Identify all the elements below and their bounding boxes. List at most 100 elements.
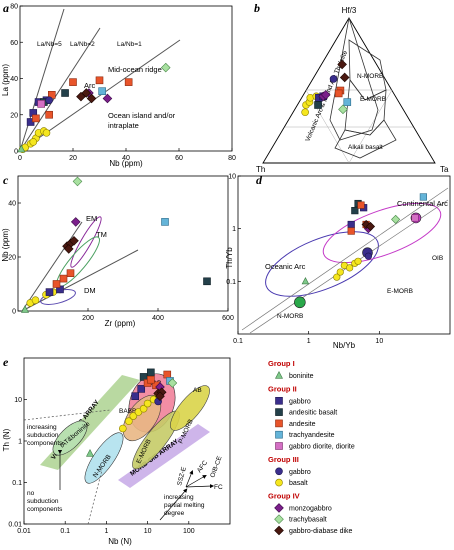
data-point-andesite	[357, 201, 365, 209]
y-tick-label: 10	[14, 397, 22, 404]
panel-b-field-emorb	[344, 78, 387, 136]
panel-d-label-continental1: Continental Arc	[397, 199, 448, 208]
panel-d-letter: d	[256, 173, 263, 187]
panel-d-field-continental	[322, 202, 442, 264]
panel-e-ann-inc1: increasing	[27, 424, 57, 431]
panel-e-points	[86, 368, 178, 457]
panel-e-field-ab	[170, 385, 210, 431]
data-point-basalt	[346, 264, 354, 272]
legend-marker-trachyandesite	[275, 430, 283, 439]
panel-b-label-emorb: E-MORB	[360, 96, 386, 103]
panel-c-label-tm: TM	[96, 230, 107, 239]
data-point-boninite	[17, 144, 26, 153]
panel-d: d 0.1 1 10 0.1 1 10 Continental Arc Oceanic A…	[225, 173, 451, 350]
panel-d-label-oceanic: Oceanic Arc	[265, 262, 306, 271]
y-tick-label: 0	[14, 149, 18, 156]
panel-e-ann-inc2: subduction	[27, 432, 59, 439]
panel-e-ann-afc: AFC	[196, 459, 209, 474]
x-tick-label: 20	[69, 155, 77, 162]
x-tick-label: 400	[152, 315, 164, 322]
data-point-andesite	[163, 370, 172, 379]
panel-d-ylabel: Th/Yb	[225, 247, 234, 269]
legend-marker-boninite	[275, 371, 283, 379]
panel-b: b Hf/3 Th Ta N-MORB E-MORB Alkali basalt…	[254, 1, 449, 174]
y-tick-label: 0.01	[8, 522, 22, 529]
data-point-andesite	[147, 375, 155, 384]
panel-c-points	[21, 176, 211, 313]
panel-b-points	[301, 59, 352, 117]
panel-a-letter: a	[3, 1, 9, 15]
panel-e-ticks: 0.01 0.1 1 10 100 0.01 0.1 1 10	[8, 397, 194, 535]
panel-e-dotted-v	[87, 469, 103, 525]
legend-marker-dike	[274, 525, 284, 536]
data-point-gabbro2	[131, 392, 139, 401]
panel-e-label-ab: AB	[193, 387, 202, 394]
data-point-gabbro3	[45, 96, 53, 105]
y-tick-label: 40	[8, 201, 16, 208]
data-point-trachybasalt	[391, 214, 401, 224]
panel-c-field-em	[70, 216, 102, 268]
data-point-andesite	[95, 76, 104, 85]
data-point-dike	[155, 391, 165, 402]
data-point-monzogabbro	[320, 90, 331, 100]
data-point-trachybasalt	[160, 62, 171, 73]
legend-item-label: gabbro	[289, 469, 311, 476]
panel-d-label-nmorb: N-MORB	[277, 313, 303, 320]
y-tick-label: 40	[10, 76, 18, 83]
data-point-trachyandesite	[98, 87, 106, 95]
legend-marker-monzogabbro	[274, 503, 284, 513]
legend: Group I boninite Group II gabbro andesitic b…	[268, 359, 355, 536]
data-point-basalt	[354, 257, 362, 265]
panel-a-line-2	[19, 27, 101, 152]
reference-point-n-morb	[294, 296, 306, 309]
x-tick-label: 10	[144, 528, 152, 535]
data-point-basalt	[301, 108, 309, 117]
legend-marker-trachybasalt	[274, 514, 284, 524]
data-point-basalt	[129, 412, 138, 420]
data-point-andesite	[347, 227, 355, 235]
x-tick-label: 0.01	[17, 528, 31, 535]
panel-b-label-nmorb: N-MORB	[357, 73, 383, 80]
data-point-trachybasalt	[72, 176, 83, 187]
panel-a-field-arc: Arc	[84, 81, 96, 90]
data-point-basalt	[143, 399, 152, 408]
panel-c-frame	[17, 175, 229, 312]
panel-c-ticks: 200 400 600 0 20 40	[8, 201, 234, 323]
x-tick-label: 0.1	[233, 338, 243, 345]
x-tick-label: 600	[222, 315, 234, 322]
data-point-dike	[337, 59, 347, 70]
panel-b-vertex-left: Th	[256, 165, 265, 174]
panel-d-frame	[237, 175, 451, 335]
data-point-basalt	[333, 273, 341, 281]
legend-group-title: Group IV	[268, 491, 300, 500]
data-point-basalt	[125, 417, 133, 425]
panel-e-ann-ssze: SSZ-E	[176, 466, 188, 487]
panel-d-ticks: 0.1 1 10 0.1 1 10	[226, 174, 383, 346]
y-tick-label: 20	[8, 255, 16, 262]
data-point-boninite	[21, 305, 29, 313]
data-point-andesite	[66, 269, 75, 278]
data-point-trachyandesite	[161, 218, 169, 226]
panel-b-vertex-top: Hf/3	[342, 6, 357, 15]
y-tick-label: 0.1	[226, 279, 236, 286]
panel-e-vector-fc	[185, 483, 215, 489]
panel-c-line-1	[21, 221, 83, 312]
panel-e-xlabel: Nb (N)	[108, 537, 132, 546]
panel-a-field-oib1: Ocean island and/or	[108, 111, 176, 120]
panel-e-ann-pm2: partial melting	[164, 502, 205, 509]
data-point-dike	[86, 93, 97, 104]
data-point-trachyandesite	[343, 98, 352, 106]
legend-item-label: trachybasalt	[289, 517, 327, 524]
x-tick-label: 60	[175, 155, 183, 162]
y-tick-label: 0.1	[12, 480, 22, 487]
panel-a-label-lanb5: La/Nb=5	[37, 41, 62, 48]
panel-d-xlabel: Nb/Yb	[333, 341, 356, 350]
panel-a-ylabel: La (ppm)	[1, 64, 10, 96]
panel-b-letter: b	[254, 1, 260, 15]
data-point-boninite	[86, 448, 95, 457]
panel-c: c 200 400 600 0 20 40 EM TM DM Zr (ppm) Nb (p…	[1, 173, 234, 328]
data-point-boninite	[301, 277, 310, 285]
data-point-andesite	[69, 78, 77, 86]
panel-a-label-lanb2: La/Nb=2	[70, 41, 95, 48]
